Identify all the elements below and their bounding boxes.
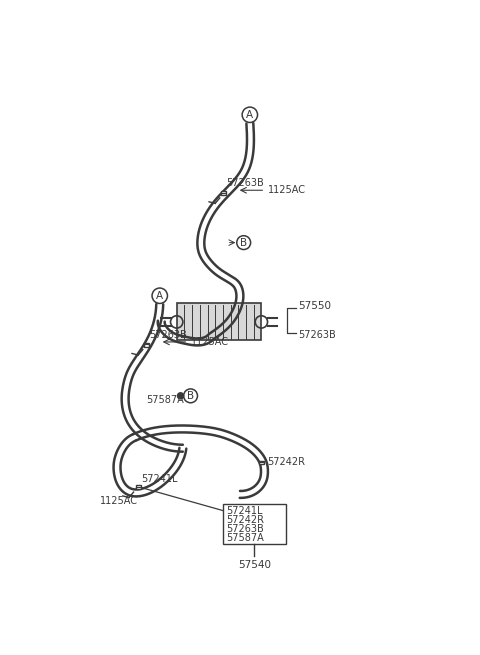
Text: 57263B: 57263B	[226, 178, 264, 189]
Text: 1125AC: 1125AC	[100, 496, 138, 506]
Text: 1125AC: 1125AC	[267, 185, 306, 195]
Text: B: B	[187, 391, 194, 401]
Bar	[259, 460, 264, 464]
Text: 57263B: 57263B	[149, 330, 187, 340]
Text: 57263B: 57263B	[226, 524, 264, 534]
Text: A: A	[246, 110, 253, 120]
Text: 57241L: 57241L	[226, 506, 263, 515]
Text: 57242R: 57242R	[226, 515, 264, 525]
Bar	[221, 191, 226, 195]
Bar	[223, 504, 286, 544]
Text: 57241L: 57241L	[141, 474, 178, 484]
Text: 57587A: 57587A	[146, 396, 184, 405]
Bar	[177, 303, 262, 341]
Text: 57550: 57550	[299, 301, 331, 310]
Bar	[144, 343, 149, 346]
Text: 57263B: 57263B	[299, 330, 336, 340]
Text: 57540: 57540	[238, 560, 271, 570]
Text: A: A	[156, 291, 163, 301]
Text: B: B	[240, 238, 247, 248]
Text: 57242R: 57242R	[267, 457, 306, 467]
Text: 57587A: 57587A	[226, 533, 264, 543]
Circle shape	[178, 393, 184, 399]
Bar	[136, 485, 141, 489]
Text: 1125AC: 1125AC	[191, 337, 228, 347]
